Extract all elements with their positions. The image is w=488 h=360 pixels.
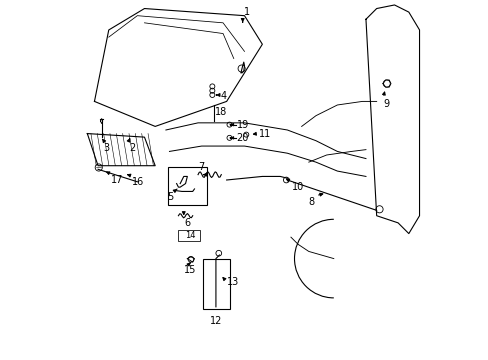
Text: 13: 13 <box>226 277 239 287</box>
Text: 6: 6 <box>184 218 190 228</box>
Text: 14: 14 <box>184 231 195 240</box>
Text: 10: 10 <box>291 182 303 192</box>
Text: 12: 12 <box>210 316 223 326</box>
Text: 5: 5 <box>166 192 173 202</box>
Text: 15: 15 <box>183 265 196 275</box>
Text: 2: 2 <box>129 143 136 153</box>
Text: 4: 4 <box>220 91 226 101</box>
Text: 16: 16 <box>132 177 144 187</box>
Text: 18: 18 <box>215 107 227 117</box>
Text: 3: 3 <box>103 143 109 153</box>
Text: 8: 8 <box>307 197 313 207</box>
Text: 19: 19 <box>236 120 248 130</box>
Text: 7: 7 <box>198 162 204 172</box>
Text: 20: 20 <box>236 133 248 143</box>
Text: 9: 9 <box>383 99 389 109</box>
Text: 17: 17 <box>111 175 123 185</box>
Text: 1: 1 <box>244 8 249 18</box>
Text: 11: 11 <box>259 129 271 139</box>
